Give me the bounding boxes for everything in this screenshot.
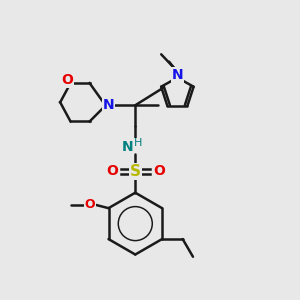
Text: O: O (153, 164, 165, 178)
Text: O: O (84, 198, 95, 211)
Text: O: O (106, 164, 118, 178)
Text: N: N (122, 140, 134, 154)
Text: O: O (61, 73, 74, 87)
Text: N: N (172, 68, 183, 82)
Text: S: S (130, 164, 141, 179)
Text: H: H (134, 138, 142, 148)
Text: N: N (103, 98, 115, 112)
